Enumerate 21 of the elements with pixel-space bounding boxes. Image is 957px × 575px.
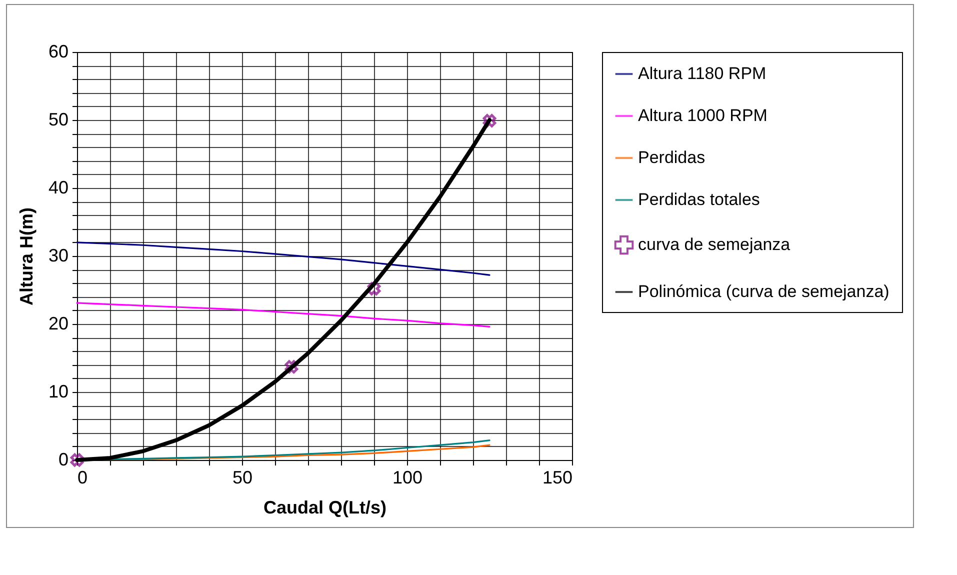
y-tick-label: 20 — [48, 314, 68, 334]
x-tick-label: 50 — [232, 468, 253, 488]
legend-label: Altura 1180 RPM — [638, 64, 766, 83]
x-axis-title: Caudal Q(Lt/s) — [263, 498, 387, 518]
y-axis-title: Altura H(m) — [16, 207, 36, 306]
x-tick-label: 150 — [542, 468, 572, 488]
line-series — [76, 242, 490, 276]
y-tick-label: 40 — [48, 178, 68, 198]
y-tick-label: 50 — [48, 110, 68, 130]
legend-label: Perdidas — [638, 148, 706, 167]
x-tick-label: 100 — [392, 468, 423, 488]
legend-label: Perdidas totales — [638, 190, 760, 209]
y-tick-label: 10 — [48, 382, 68, 402]
y-tick-label: 0 — [58, 450, 68, 470]
line-series — [76, 302, 490, 328]
y-tick-label: 60 — [48, 42, 68, 62]
x-tick-label: 0 — [78, 468, 88, 488]
legend-label: Polinómica (curva de semejanza) — [638, 282, 890, 301]
legend-label: Altura 1000 RPM — [638, 106, 768, 125]
y-tick-label: 30 — [48, 246, 68, 266]
legend-label: curva de semejanza — [638, 235, 791, 254]
